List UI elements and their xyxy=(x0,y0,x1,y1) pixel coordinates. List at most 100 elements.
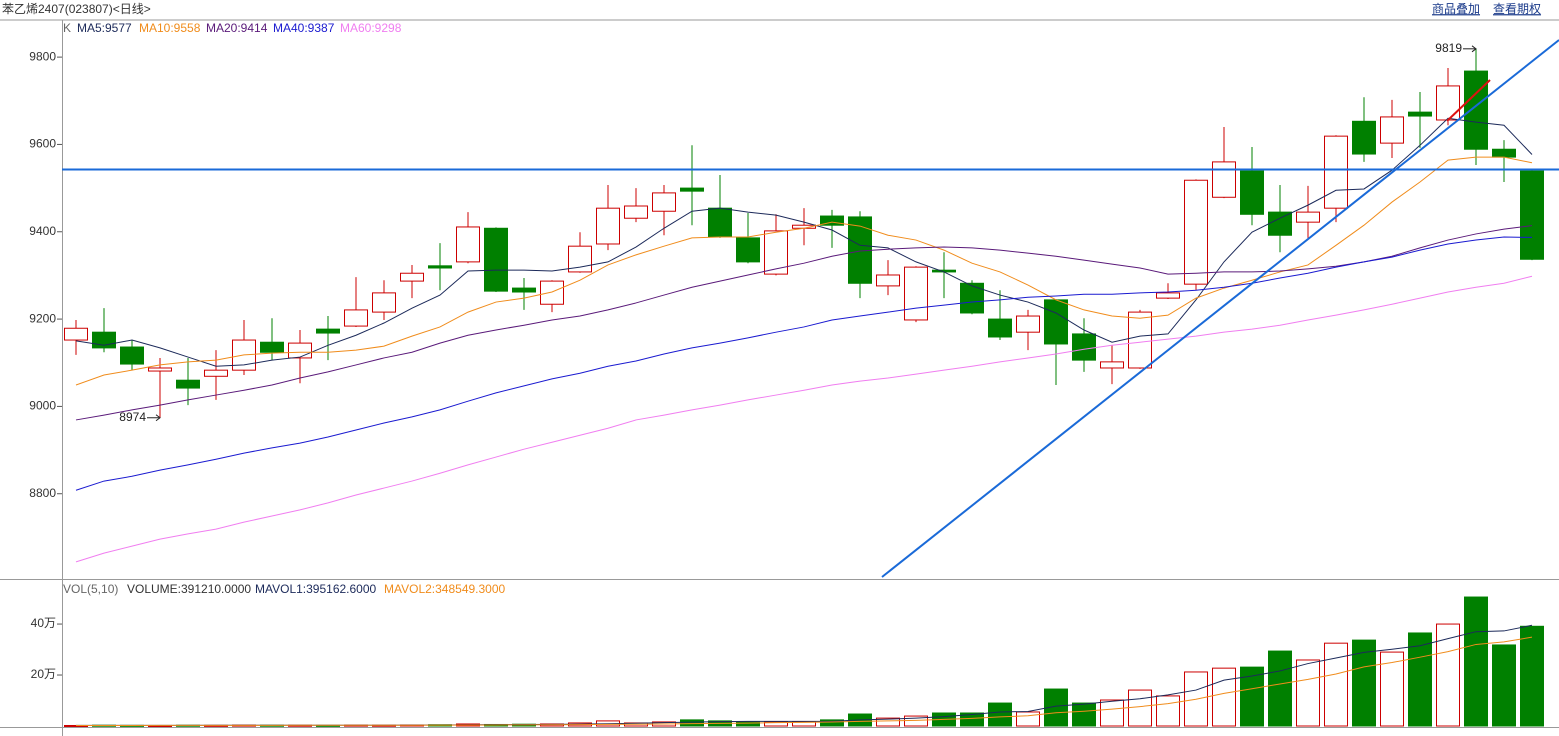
y-tick-label: 9200 xyxy=(29,311,56,325)
legend-entry: MAVOL1:395162.6000 xyxy=(255,582,377,596)
candle-body xyxy=(1296,211,1320,223)
volume-bar xyxy=(736,721,760,727)
volume-bar xyxy=(1436,623,1460,727)
candle-body xyxy=(960,282,984,314)
candle-body xyxy=(1128,311,1152,369)
candle-body xyxy=(1380,116,1404,144)
candle-body xyxy=(372,292,396,313)
volume-bar xyxy=(680,719,704,727)
volume-bar xyxy=(820,719,844,727)
extreme-label: 9819 xyxy=(1435,41,1462,55)
candle-body xyxy=(764,230,788,275)
legend-entry: MAVOL2:348549.3000 xyxy=(384,582,506,596)
volume-bar xyxy=(1380,651,1404,727)
volume-bar xyxy=(792,721,816,727)
volume-bar xyxy=(1016,711,1040,727)
candle-body xyxy=(1072,333,1096,361)
chart-title: 苯乙烯2407(023807)<日线> xyxy=(2,2,151,16)
y-tick-label: 20万 xyxy=(31,667,56,681)
legend-entry: MA40:9387 xyxy=(273,21,335,35)
candle-body xyxy=(512,287,536,293)
drawn-trend-line xyxy=(881,39,1559,578)
mavol-line xyxy=(75,636,1533,726)
legend-entry: VOLUME:391210.0000 xyxy=(127,582,251,596)
volume-bar xyxy=(1128,689,1152,727)
candle-body xyxy=(624,205,648,219)
y-tick-label: 9000 xyxy=(29,399,56,413)
candle-body xyxy=(1520,170,1544,260)
legend-entry: MA5:9577 xyxy=(77,21,132,35)
candle-body xyxy=(484,227,508,292)
volume-bar xyxy=(1044,688,1068,727)
candle-body xyxy=(596,207,620,245)
candle-body xyxy=(736,237,760,263)
candle-body xyxy=(540,280,564,305)
candle-body xyxy=(344,309,368,327)
candle-body xyxy=(708,207,732,238)
candle-body xyxy=(1464,70,1488,150)
y-tick-label: 40万 xyxy=(31,616,56,630)
candle-body xyxy=(1100,361,1124,369)
ma-line xyxy=(75,117,1533,367)
candle-body xyxy=(1408,111,1432,117)
y-tick-label: 9600 xyxy=(29,137,56,151)
volume-bar xyxy=(1520,625,1544,727)
volume-bar xyxy=(1240,666,1264,727)
candle-body xyxy=(1324,135,1348,209)
candle-body xyxy=(428,265,452,269)
legend-entry: VOL(5,10) xyxy=(63,582,118,596)
candle-body xyxy=(456,226,480,263)
volume-bar xyxy=(1100,699,1124,727)
candle-body xyxy=(680,187,704,192)
volume-bar xyxy=(988,702,1012,727)
drawn-trend-segment xyxy=(1446,79,1491,122)
volume-bar xyxy=(1324,642,1348,727)
volume-bar xyxy=(1296,659,1320,727)
candle-body xyxy=(288,342,312,359)
candle-body xyxy=(176,379,200,389)
volume-bar xyxy=(1268,650,1292,727)
y-tick-label: 8800 xyxy=(29,486,56,500)
candle-body xyxy=(1212,161,1236,198)
extreme-label: 8974 xyxy=(119,410,146,424)
overlay-link[interactable]: 商品叠加 xyxy=(1432,1,1480,16)
volume-bar xyxy=(1464,596,1488,727)
volume-bar xyxy=(1072,702,1096,727)
y-tick-label: 9400 xyxy=(29,224,56,238)
candle-body xyxy=(1044,299,1068,345)
candle-body xyxy=(1268,211,1292,236)
candle-body xyxy=(400,272,424,282)
candle-body xyxy=(1156,292,1180,299)
ma-line xyxy=(75,275,1533,563)
volume-bar xyxy=(1156,695,1180,727)
candle-body xyxy=(1436,85,1460,121)
candle-body xyxy=(1016,315,1040,333)
candle-body xyxy=(820,215,844,226)
candle-body xyxy=(652,192,676,212)
legend-entry: MA60:9298 xyxy=(340,21,402,35)
candle-body xyxy=(1492,148,1516,158)
candle-body xyxy=(1184,179,1208,285)
candle-body xyxy=(1352,120,1376,155)
options-link[interactable]: 查看期权 xyxy=(1493,2,1541,16)
volume-bar xyxy=(1212,667,1236,727)
legend-entry: MA20:9414 xyxy=(206,21,268,35)
candle-body xyxy=(876,274,900,287)
ma-line xyxy=(75,236,1533,491)
candle-body xyxy=(120,346,144,365)
volume-bar xyxy=(1492,644,1516,727)
extreme-arrowhead xyxy=(155,414,161,422)
candle-body xyxy=(568,245,592,273)
volume-bar xyxy=(1352,639,1376,727)
candle-body xyxy=(1240,170,1264,215)
candle-body xyxy=(260,341,284,353)
legend-entry: K xyxy=(63,21,71,35)
ma-line xyxy=(75,156,1533,386)
ma-line xyxy=(75,225,1533,421)
plot: 8800 9000 9200 9400 9600 9800 K MA5:9577 MA10:95… xyxy=(29,21,1544,727)
y-tick-label: 9800 xyxy=(29,49,56,63)
candle-body xyxy=(316,328,340,334)
